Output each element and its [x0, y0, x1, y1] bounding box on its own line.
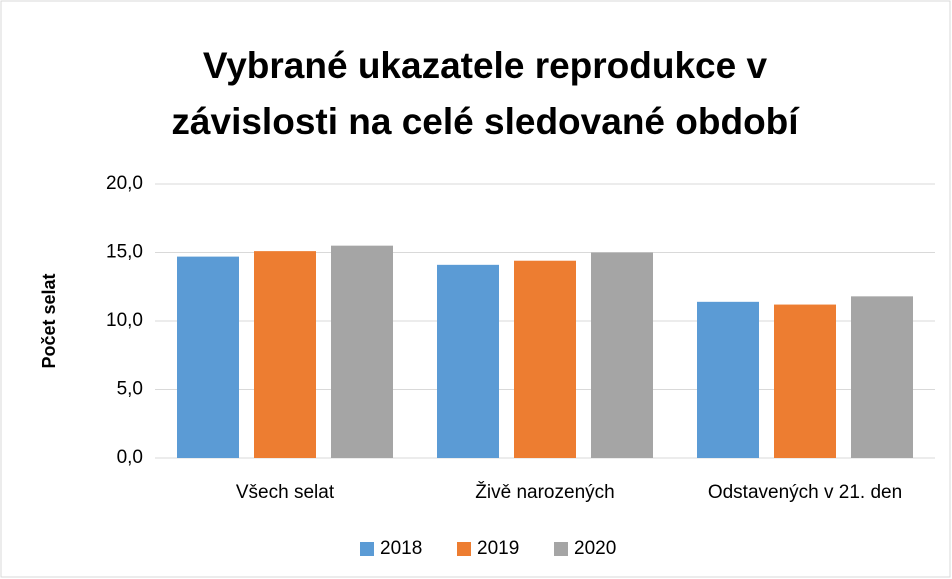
bar	[254, 251, 316, 458]
legend-swatch	[554, 542, 568, 556]
x-tick-label: Živě narozených	[475, 481, 614, 503]
legend-label: 2020	[574, 538, 616, 559]
bar	[331, 245, 393, 458]
y-tick-label: 5,0	[117, 379, 143, 400]
legend-swatch	[360, 542, 374, 556]
y-tick-label: 10,0	[106, 310, 143, 331]
y-tick-label: 0,0	[117, 447, 143, 468]
x-tick-label: Odstavených v 21. den	[708, 482, 902, 503]
bar	[177, 256, 239, 458]
bar	[774, 304, 836, 458]
bar	[437, 264, 499, 458]
y-axis-label: Počet selat	[39, 273, 59, 368]
legend-label: 2018	[380, 538, 422, 559]
chart-title: Vybrané ukazatele reprodukce v	[203, 45, 768, 86]
chart-title: závislosti na celé sledované období	[171, 101, 800, 142]
y-tick-label: 20,0	[106, 173, 143, 194]
y-tick-label: 15,0	[106, 242, 143, 263]
bar	[591, 252, 653, 458]
bar	[697, 301, 759, 458]
x-tick-label: Všech selat	[236, 482, 335, 503]
bar	[851, 296, 913, 458]
legend-swatch	[457, 542, 471, 556]
legend-label: 2019	[477, 538, 519, 559]
bar	[514, 260, 576, 458]
